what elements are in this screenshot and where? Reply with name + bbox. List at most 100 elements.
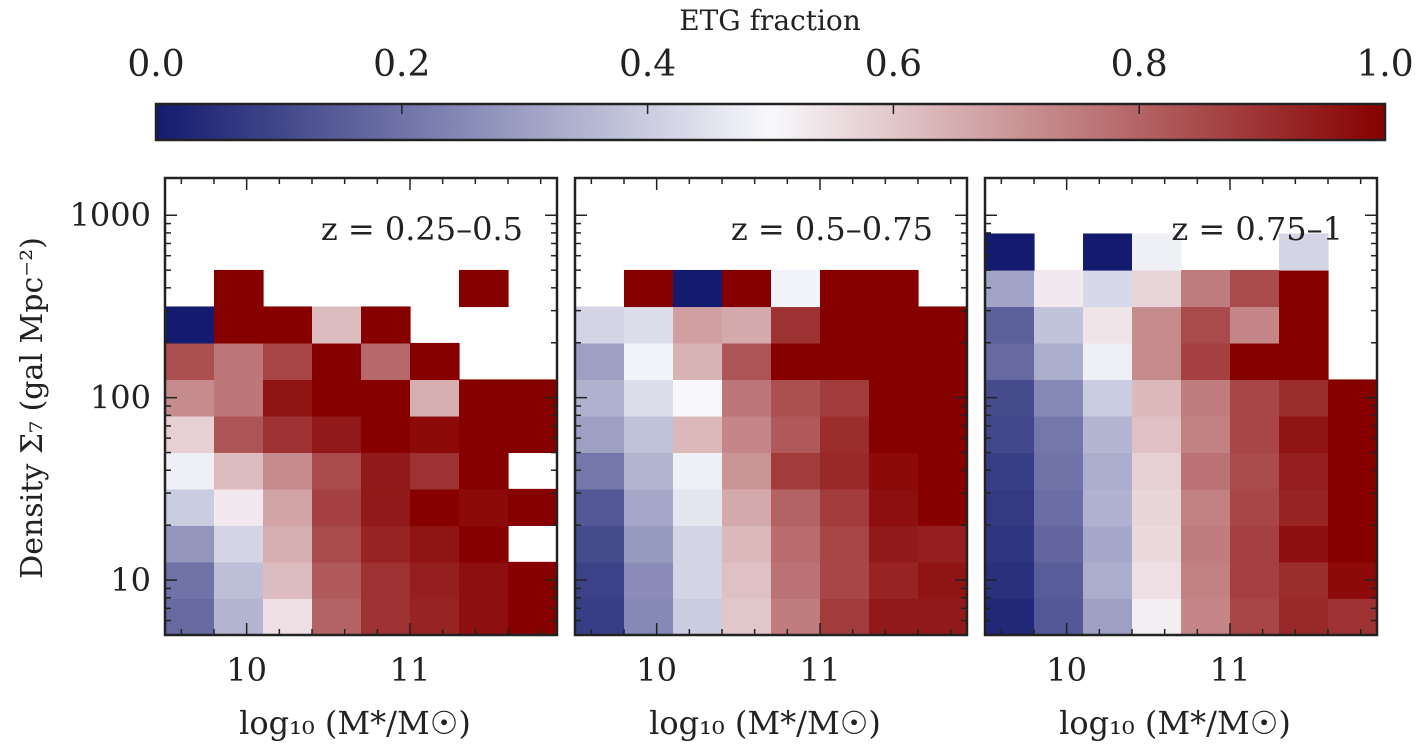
- heatmap-cell: [722, 488, 772, 526]
- heatmap-cell: [1230, 452, 1280, 490]
- heatmap-cell: [410, 452, 460, 490]
- heatmap-cell: [312, 525, 362, 563]
- heatmap-cell: [1034, 415, 1084, 453]
- heatmap-cell: [1279, 379, 1329, 417]
- heatmap-cell: [869, 598, 919, 635]
- heatmap-cell: [722, 561, 772, 599]
- heatmap-cell: [410, 598, 460, 635]
- heatmap-cell: [624, 525, 674, 563]
- heatmap-cell: [918, 415, 967, 453]
- heatmap-cell: [459, 525, 509, 563]
- heatmap-cell: [1328, 415, 1377, 453]
- heatmap-cell: [1034, 598, 1084, 635]
- heatmap-cell: [1034, 561, 1084, 599]
- heatmap-cell: [869, 525, 919, 563]
- heatmap-cell: [263, 452, 313, 490]
- heatmap-cell: [1083, 379, 1133, 417]
- heatmap-cell: [673, 598, 723, 635]
- x-tick-label: 10: [636, 651, 677, 689]
- heatmap-cell: [312, 561, 362, 599]
- heatmap-cell: [361, 598, 411, 635]
- heatmap-cell: [673, 452, 723, 490]
- heatmap-cell: [263, 488, 313, 526]
- heatmap-cell: [1083, 452, 1133, 490]
- heatmap-cell: [771, 342, 821, 381]
- heatmap-cell: [1132, 269, 1182, 308]
- heatmap-cell: [918, 452, 967, 490]
- heatmap-cell: [1230, 561, 1280, 599]
- panel-title: z = 0.25–0.5: [321, 210, 523, 248]
- heatmap-cell: [410, 525, 460, 563]
- heatmap-cell: [869, 379, 919, 417]
- heatmap-cell: [361, 415, 411, 453]
- heatmap-cell: [1034, 342, 1084, 381]
- heatmap-cell: [214, 415, 264, 453]
- colorbar-label: ETG fraction: [679, 4, 861, 37]
- heatmap-cell: [1230, 598, 1280, 635]
- heatmap-cell: [1034, 525, 1084, 563]
- x-ticks: [590, 178, 952, 635]
- heatmap-cell: [1230, 342, 1280, 381]
- heatmap-cell: [1230, 269, 1280, 308]
- heatmap-cell: [820, 415, 870, 453]
- heatmap-cell: [1230, 306, 1280, 344]
- heatmap-cell: [1083, 415, 1133, 453]
- heatmap-cell: [869, 488, 919, 526]
- heatmap-cell: [869, 452, 919, 490]
- heatmap-cell: [722, 269, 772, 308]
- heatmap-cell: [459, 415, 509, 453]
- heatmap-cell: [1181, 306, 1231, 344]
- colorbar-tick-label: 0.6: [865, 44, 922, 85]
- y-ticks: [985, 214, 1377, 636]
- heatmap-cell: [1083, 269, 1133, 308]
- heatmap-cell: [1279, 598, 1329, 635]
- heatmap-cell: [673, 379, 723, 417]
- heatmap-cell: [459, 269, 509, 308]
- heatmap-cell: [1132, 342, 1182, 381]
- heatmap-cell: [1132, 233, 1182, 271]
- heatmap-cell: [165, 488, 215, 526]
- heatmap-cell: [263, 306, 313, 344]
- heatmap-cell: [722, 342, 772, 381]
- heatmap-cell: [771, 598, 821, 635]
- heatmap-cell: [624, 598, 674, 635]
- heatmap-cell: [410, 379, 460, 417]
- colorbar-tick-label: 0.4: [619, 44, 676, 85]
- heatmap-cell: [1181, 598, 1231, 635]
- colorbar-tick-label: 0.2: [373, 44, 430, 85]
- heatmap-cell: [1083, 233, 1133, 271]
- heatmap-cell: [771, 488, 821, 526]
- x-tick-label: 11: [1210, 651, 1251, 689]
- heatmap-cell: [771, 415, 821, 453]
- heatmap-cell: [1034, 306, 1084, 344]
- heatmap-cell: [624, 306, 674, 344]
- heatmap-cell: [263, 415, 313, 453]
- heatmap-cell: [1279, 452, 1329, 490]
- heatmap-cell: [165, 306, 215, 344]
- heatmap-cell: [1083, 525, 1133, 563]
- heatmap-cell: [508, 488, 557, 526]
- heatmap-cell: [673, 306, 723, 344]
- heatmap-cell: [1328, 525, 1377, 563]
- heatmap-cell: [312, 342, 362, 381]
- heatmap-cell: [361, 306, 411, 344]
- heatmap-cell: [1083, 342, 1133, 381]
- heatmap-cell: [361, 452, 411, 490]
- heatmap-cell: [869, 269, 919, 308]
- panel-3: 10 11 log₁₀ (M*/M☉) z = 0.75–1: [983, 176, 1379, 742]
- heatmap-cell: [820, 525, 870, 563]
- heatmap-cell: [312, 379, 362, 417]
- heatmap-cell: [459, 452, 509, 490]
- heatmap-cell: [771, 269, 821, 308]
- heatmap-cell: [459, 561, 509, 599]
- heatmap-cell: [1328, 488, 1377, 526]
- heatmap-cell: [575, 488, 625, 526]
- heatmap-cell: [624, 379, 674, 417]
- heatmap-cell: [214, 306, 264, 344]
- heatmap-cell: [771, 379, 821, 417]
- heatmap-cell: [771, 306, 821, 344]
- heatmap-cell: [985, 452, 1035, 490]
- heatmap-cell: [1230, 525, 1280, 563]
- x-tick-label: 11: [800, 651, 841, 689]
- heatmap-cell: [263, 561, 313, 599]
